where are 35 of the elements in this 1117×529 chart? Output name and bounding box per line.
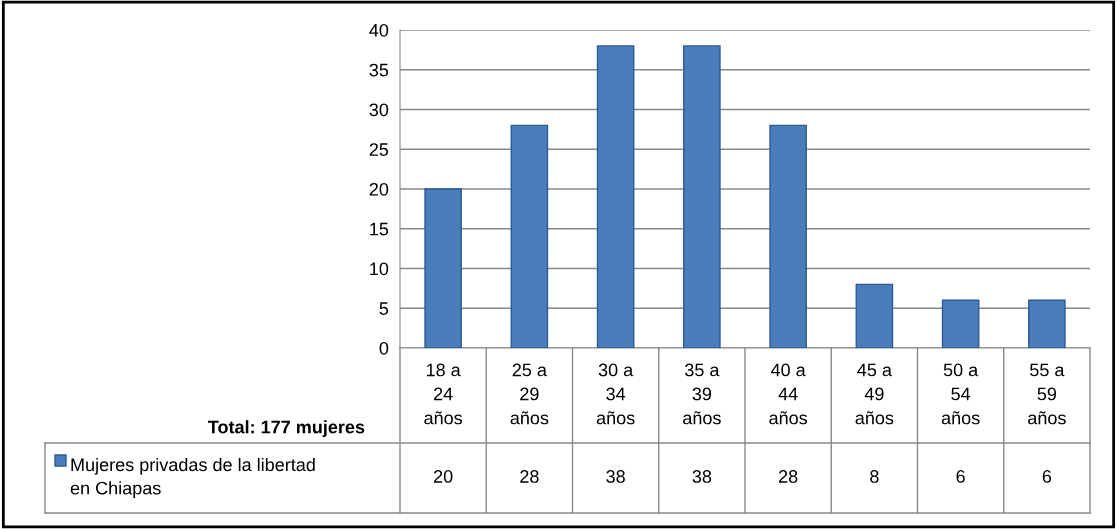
bar [941, 299, 980, 348]
bar [510, 124, 549, 348]
bar [855, 283, 894, 348]
bar [424, 188, 462, 348]
y-tick-label: 0 [379, 341, 389, 355]
x-tick-label: 25 a 29 años [510, 363, 549, 425]
y-tick-label: 35 [369, 63, 389, 77]
x-tick-label: 30 a 34 años [596, 363, 635, 425]
data-label: 6 [956, 470, 965, 483]
bar [769, 124, 807, 348]
data-label: 8 [870, 470, 879, 483]
y-tick-label: 20 [369, 182, 389, 196]
legend-label: Mujeres privadas de la libertad en Chiapas [70, 457, 315, 499]
x-tick-label: 40 a 44 años [769, 363, 808, 425]
data-label: 6 [1042, 470, 1052, 483]
data-label: 20 [433, 470, 453, 483]
bar [596, 45, 635, 348]
x-tick-label: 50 a 54 años [941, 363, 980, 425]
bar [683, 45, 721, 348]
y-tick-label: 25 [369, 143, 389, 156]
x-tick-label: 35 a 39 años [683, 363, 721, 425]
y-tick-label: 40 [369, 23, 389, 37]
data-label: 28 [778, 470, 798, 483]
y-tick-label: 5 [379, 302, 389, 315]
data-label: 28 [520, 470, 539, 483]
y-tick-label: 15 [370, 222, 389, 236]
y-tick-label: 30 [369, 103, 389, 117]
text: Total: 177 mujeres [208, 420, 365, 437]
data-label: 38 [692, 470, 712, 483]
bar [1028, 299, 1066, 348]
data-label: 38 [606, 470, 625, 483]
x-tick-label: 18 a 24 años [424, 363, 463, 425]
x-tick-label: 55 a 59 años [1028, 363, 1066, 425]
y-tick-label: 10 [370, 262, 389, 276]
x-tick-label: 45 a 49 años [855, 363, 894, 425]
